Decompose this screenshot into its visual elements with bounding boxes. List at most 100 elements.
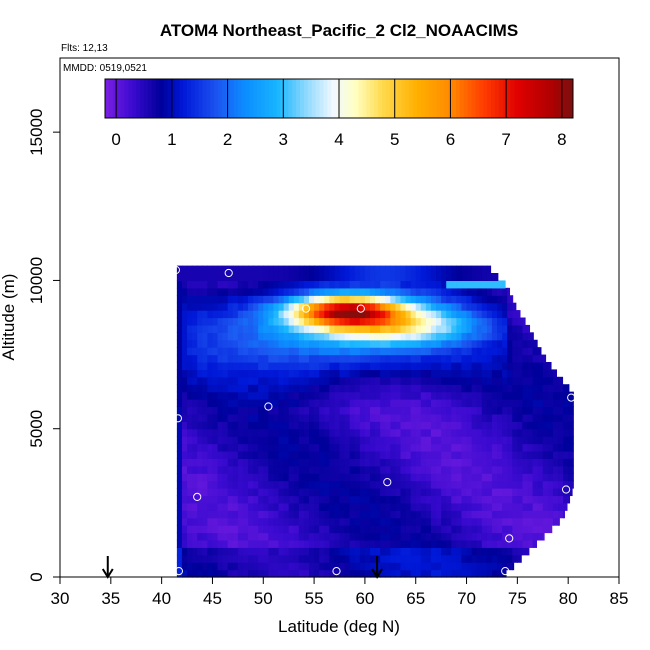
heatmap-cell bbox=[552, 488, 559, 497]
heatmap-cell bbox=[263, 436, 269, 445]
heatmap-cell bbox=[466, 450, 473, 459]
heatmap-cell bbox=[369, 428, 376, 437]
heatmap-cell bbox=[430, 532, 437, 541]
heatmap-cell bbox=[334, 436, 341, 445]
heatmap-cell bbox=[344, 391, 351, 400]
heatmap-cell bbox=[314, 369, 320, 378]
heatmap-cell bbox=[242, 332, 249, 341]
heatmap-cell bbox=[436, 554, 442, 563]
heatmap-cell bbox=[298, 317, 305, 326]
heatmap-cell bbox=[288, 443, 295, 452]
heatmap-cell bbox=[349, 525, 356, 534]
heatmap-cell bbox=[568, 406, 574, 415]
heatmap-cell bbox=[309, 287, 315, 296]
heatmap-cell bbox=[283, 554, 290, 563]
heatmap-cell bbox=[420, 450, 427, 459]
heatmap-cell bbox=[385, 480, 391, 489]
heatmap-cell bbox=[298, 295, 305, 304]
heatmap-cell bbox=[517, 450, 524, 459]
heatmap-cell bbox=[232, 361, 239, 370]
heatmap-cell bbox=[436, 428, 442, 437]
heatmap-cell bbox=[181, 310, 188, 319]
colorbar-segment bbox=[284, 79, 289, 118]
heatmap-cell bbox=[390, 458, 396, 467]
heatmap-cell bbox=[349, 399, 356, 408]
heatmap-cell bbox=[486, 436, 493, 445]
heatmap-cell bbox=[425, 399, 432, 408]
heatmap-cell bbox=[446, 539, 452, 548]
sample-point bbox=[531, 309, 540, 318]
heatmap-cell bbox=[319, 317, 325, 326]
heatmap-cell bbox=[319, 525, 325, 534]
heatmap-cell bbox=[552, 369, 557, 378]
heatmap-cell bbox=[176, 510, 183, 519]
heatmap-cell bbox=[415, 399, 422, 408]
heatmap-cell bbox=[227, 569, 234, 578]
heatmap-cell bbox=[339, 539, 346, 548]
heatmap-cell bbox=[568, 413, 574, 422]
heatmap-cell bbox=[502, 488, 508, 497]
heatmap-cell bbox=[476, 391, 483, 400]
heatmap-cell bbox=[242, 458, 249, 467]
heatmap-cell bbox=[329, 465, 336, 474]
heatmap-cell bbox=[476, 532, 483, 541]
heatmap-cell bbox=[298, 361, 305, 370]
heatmap-cell bbox=[471, 421, 478, 430]
heatmap-cell bbox=[288, 495, 295, 504]
heatmap-cell bbox=[466, 525, 473, 534]
heatmap-cell bbox=[273, 480, 280, 489]
heatmap-cell bbox=[512, 391, 518, 400]
heatmap-cell bbox=[359, 317, 366, 326]
heatmap-cell bbox=[212, 384, 219, 393]
heatmap-cell bbox=[527, 473, 534, 482]
heatmap-cell bbox=[314, 465, 320, 474]
heatmap-cell bbox=[558, 517, 560, 526]
heatmap-cell bbox=[558, 495, 564, 504]
heatmap-cell bbox=[222, 369, 229, 378]
heatmap-cell bbox=[425, 406, 432, 415]
heatmap-cell bbox=[298, 517, 305, 526]
heatmap-cell bbox=[507, 495, 513, 504]
heatmap-cell bbox=[344, 525, 351, 534]
heatmap-cell bbox=[207, 488, 214, 497]
heatmap-cell bbox=[512, 436, 518, 445]
heatmap-cell bbox=[527, 517, 534, 526]
heatmap-cell bbox=[476, 539, 483, 548]
heatmap-cell bbox=[253, 361, 259, 370]
heatmap-cell bbox=[563, 391, 569, 400]
heatmap-cell bbox=[359, 428, 366, 437]
heatmap-cell bbox=[298, 310, 305, 319]
heatmap-cell bbox=[248, 473, 254, 482]
heatmap-cell bbox=[303, 339, 310, 348]
heatmap-cell bbox=[293, 443, 300, 452]
heatmap-cell bbox=[329, 517, 336, 526]
heatmap-cell bbox=[390, 436, 396, 445]
heatmap-cell bbox=[420, 280, 427, 289]
heatmap-cell bbox=[400, 413, 407, 422]
colorbar-segment bbox=[237, 79, 242, 118]
heatmap-cell bbox=[309, 332, 315, 341]
heatmap-cell bbox=[263, 525, 269, 534]
colorbar-segment bbox=[456, 79, 461, 118]
heatmap-cell bbox=[273, 302, 280, 311]
heatmap-cell bbox=[542, 458, 549, 467]
heatmap-cell bbox=[425, 324, 432, 333]
heatmap-cell bbox=[344, 488, 351, 497]
heatmap-cell bbox=[410, 465, 417, 474]
heatmap-cell bbox=[344, 510, 351, 519]
heatmap-cell bbox=[364, 376, 371, 385]
heatmap-cell bbox=[263, 473, 269, 482]
heatmap-cell bbox=[314, 376, 320, 385]
heatmap-cell bbox=[344, 421, 351, 430]
heatmap-cell bbox=[232, 324, 239, 333]
heatmap-cell bbox=[212, 376, 219, 385]
heatmap-cell bbox=[197, 517, 203, 526]
heatmap-cell bbox=[248, 399, 254, 408]
heatmap-cell bbox=[405, 428, 412, 437]
heatmap-cell bbox=[461, 525, 468, 534]
heatmap-cell bbox=[415, 428, 422, 437]
heatmap-cell bbox=[456, 347, 463, 356]
heatmap-cell bbox=[187, 488, 193, 497]
heatmap-cell bbox=[497, 413, 503, 422]
heatmap-cell bbox=[283, 376, 290, 385]
